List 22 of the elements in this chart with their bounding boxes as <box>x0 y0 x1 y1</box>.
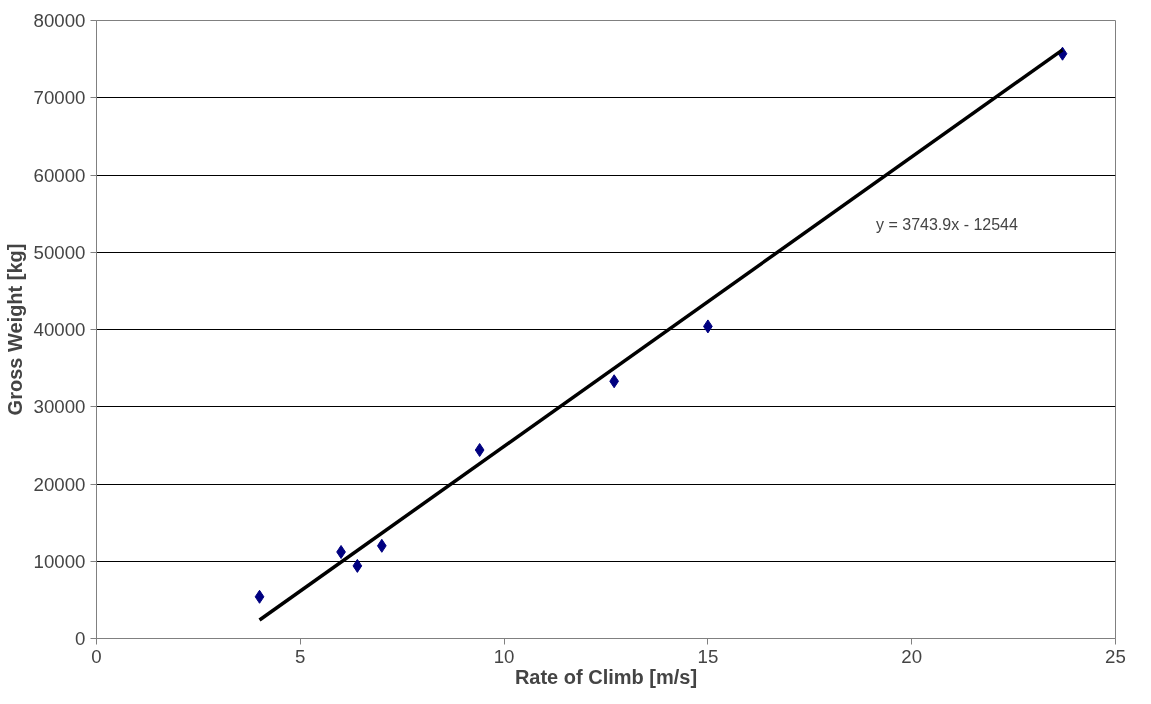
x-tick-label: 10 <box>493 645 515 667</box>
annotation: y = 3743.9x - 12544 <box>876 215 1019 233</box>
x-tick-label: 0 <box>91 645 102 667</box>
x-tick-label: 15 <box>697 645 719 667</box>
y-tick-label: 80000 <box>33 10 86 31</box>
point <box>376 538 387 553</box>
point <box>474 443 485 458</box>
point <box>254 589 265 604</box>
y-tick-label: 30000 <box>33 396 86 418</box>
x-tick-label: 20 <box>901 645 923 667</box>
y-tick-label: 70000 <box>33 87 86 109</box>
y-tick-label: 60000 <box>33 164 86 186</box>
point <box>352 558 363 573</box>
x-tick-label: 25 <box>1105 645 1126 667</box>
x-tick-label: 5 <box>295 645 306 667</box>
y-tick-label: 50000 <box>33 241 86 263</box>
y-axis-title: Gross Weight [kg] <box>3 243 26 416</box>
y-tick-label: 20000 <box>33 473 86 495</box>
y-tick-label: 10000 <box>33 550 86 572</box>
x-axis-title: Rate of Climb [m/s] <box>514 665 698 688</box>
y-tick-label: 40000 <box>33 319 86 340</box>
y-tick-label: 0 <box>75 628 86 649</box>
